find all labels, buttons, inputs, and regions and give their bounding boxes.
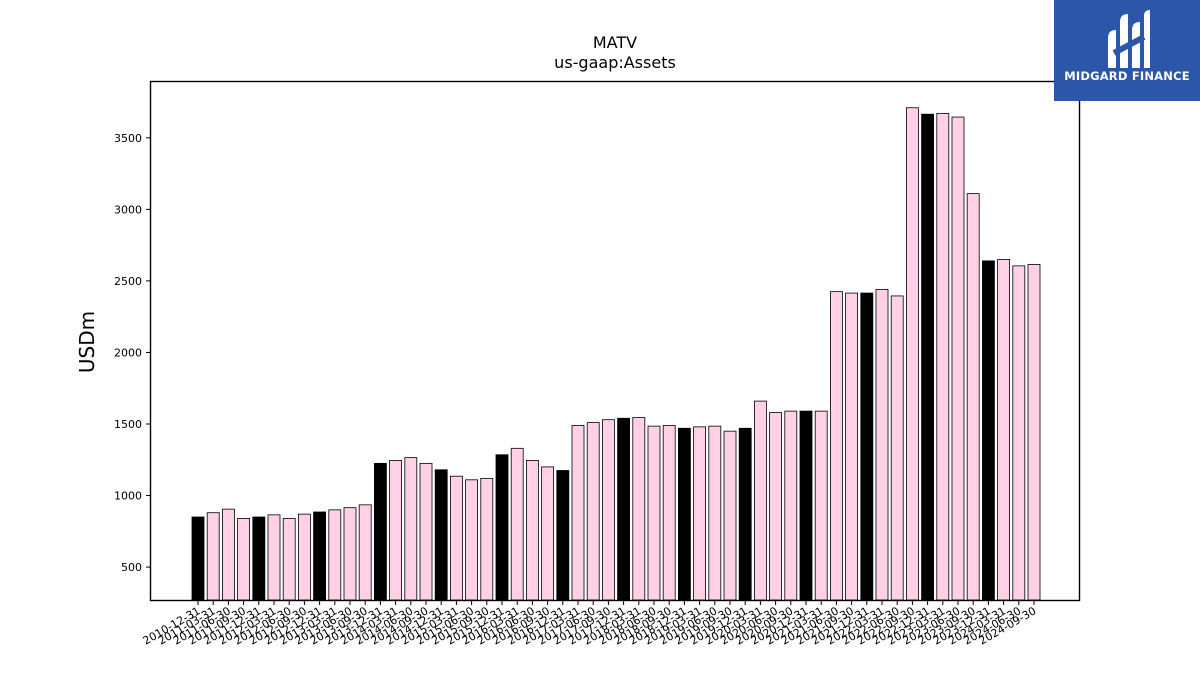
bar xyxy=(449,475,463,601)
brand-logo: MIDGARD FINANCE xyxy=(1054,0,1200,101)
bar xyxy=(282,518,296,601)
bar xyxy=(1012,265,1026,601)
bar xyxy=(419,462,433,601)
bar xyxy=(586,422,600,601)
bar xyxy=(571,425,585,601)
bar xyxy=(951,116,965,601)
bar xyxy=(495,454,509,601)
y-tick-label: 2500 xyxy=(114,275,142,288)
bar xyxy=(617,417,630,601)
bar xyxy=(845,292,858,601)
bar xyxy=(662,425,676,601)
bars-group xyxy=(191,107,1041,601)
bar xyxy=(206,512,220,601)
bar xyxy=(830,291,843,601)
bar xyxy=(723,430,737,601)
bar xyxy=(221,508,235,601)
bar xyxy=(434,469,448,601)
bar xyxy=(814,410,828,601)
bar xyxy=(480,477,494,601)
bar xyxy=(389,460,403,601)
bar xyxy=(784,410,798,601)
bar xyxy=(997,259,1010,601)
y-tick-label: 500 xyxy=(121,561,142,574)
bar xyxy=(373,462,387,601)
bar xyxy=(237,518,251,601)
bar xyxy=(404,457,418,601)
bar xyxy=(297,513,311,601)
bar xyxy=(358,504,372,601)
y-ticks-group: 500 1000 1500 2000 2500 3000 3500 xyxy=(114,132,151,574)
x-ticks-group: 2010-12-312011-03-312011-06-302011-09-30… xyxy=(141,600,1039,648)
bar xyxy=(526,460,539,601)
y-tick-label: 1000 xyxy=(114,490,142,503)
bar xyxy=(343,507,357,601)
midgard-logo-icon xyxy=(1108,10,1150,68)
bar xyxy=(313,511,327,601)
bar xyxy=(693,426,706,601)
bar xyxy=(906,107,919,601)
bar xyxy=(921,113,934,601)
bar xyxy=(328,509,342,601)
plot-frame xyxy=(149,80,1081,602)
bar xyxy=(708,425,722,601)
y-tick-label: 2000 xyxy=(114,346,142,359)
bar xyxy=(982,260,995,601)
bar xyxy=(890,295,904,601)
bar xyxy=(602,419,615,601)
chart-subtitle: us-gaap:Assets xyxy=(554,53,676,72)
bar xyxy=(875,289,889,601)
y-tick-label: 3000 xyxy=(114,203,142,216)
bar xyxy=(632,417,646,601)
bar xyxy=(541,466,554,601)
y-tick-label: 3500 xyxy=(114,132,142,145)
bar xyxy=(678,427,691,601)
bar xyxy=(252,516,266,601)
bar xyxy=(510,447,524,601)
bar xyxy=(465,479,479,601)
bar xyxy=(1027,264,1041,601)
bar xyxy=(191,516,205,601)
bar xyxy=(754,400,767,601)
bar xyxy=(860,292,874,601)
y-tick-label: 1500 xyxy=(114,418,142,431)
bar xyxy=(738,427,752,601)
bar xyxy=(936,113,950,601)
brand-name: MIDGARD FINANCE xyxy=(1064,69,1190,83)
bar xyxy=(647,425,661,601)
chart-title: MATV xyxy=(593,33,637,52)
bar xyxy=(799,410,813,601)
bar xyxy=(769,412,782,601)
bar xyxy=(966,193,980,601)
bar xyxy=(267,514,281,601)
bar xyxy=(556,470,570,601)
y-axis-label: USDm xyxy=(75,311,99,373)
